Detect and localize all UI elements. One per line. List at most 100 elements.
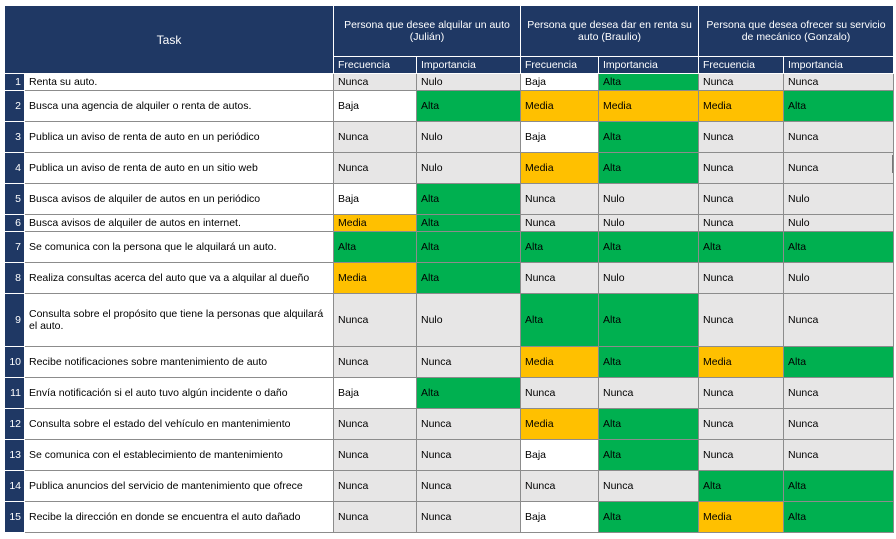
importancia-cell: Alta xyxy=(783,346,894,378)
frecuencia-cell: Nunca xyxy=(333,470,417,502)
task-cell: Publica un aviso de renta de auto en un … xyxy=(24,121,334,153)
importancia-cell: Nulo xyxy=(416,293,521,347)
row-number: 9 xyxy=(4,293,25,347)
importancia-cell: Alta xyxy=(598,501,699,533)
subheader-importancia: Importancia xyxy=(598,56,699,74)
importancia-cell: Nulo xyxy=(783,214,894,232)
importancia-cell: Alta xyxy=(416,377,521,409)
frecuencia-cell: Nunca xyxy=(520,377,599,409)
importancia-cell: Alta xyxy=(783,470,894,502)
header-row: Task Persona que desee alquilar un auto … xyxy=(4,5,894,74)
table-row: 9 Consulta sobre el propósito que tiene l… xyxy=(4,293,894,347)
row-number: 5 xyxy=(4,183,25,215)
scroll-marker xyxy=(892,155,893,173)
table-row: 6 Busca avisos de alquiler de autos en in… xyxy=(4,214,894,232)
table-row: 10 Recibe notificaciones sobre mantenimie… xyxy=(4,346,894,378)
importancia-cell: Nunca xyxy=(598,470,699,502)
row-number: 8 xyxy=(4,262,25,294)
table-row: 3 Publica un aviso de renta de auto en un… xyxy=(4,121,894,153)
task-rows: 1 Renta su auto. Nunca Nulo Baja Alta Nunca Nun… xyxy=(4,73,894,533)
task-cell: Consulta sobre el estado del vehículo en… xyxy=(24,408,334,440)
frecuencia-cell: Nunca xyxy=(698,121,784,153)
frecuencia-cell: Nunca xyxy=(698,73,784,91)
importancia-cell: Nunca xyxy=(416,346,521,378)
importancia-cell: Nunca xyxy=(416,408,521,440)
frecuencia-cell: Media xyxy=(698,90,784,122)
frecuencia-cell: Alta xyxy=(698,231,784,263)
subheader-row: Frecuencia Importancia Frecuencia Import… xyxy=(5,56,894,74)
row-number: 11 xyxy=(4,377,25,409)
frecuencia-cell: Nunca xyxy=(333,439,417,471)
importancia-cell: Alta xyxy=(416,262,521,294)
table-row: 7 Se comunica con la persona que le alqui… xyxy=(4,231,894,263)
task-cell: Recibe la dirección en donde se encuentr… xyxy=(24,501,334,533)
importancia-cell: Nunca xyxy=(416,470,521,502)
frecuencia-cell: Media xyxy=(698,501,784,533)
task-cell: Se comunica con el establecimiento de ma… xyxy=(24,439,334,471)
task-cell: Publica anuncios del servicio de manteni… xyxy=(24,470,334,502)
frecuencia-cell: Alta xyxy=(698,470,784,502)
importancia-cell: Alta xyxy=(598,231,699,263)
row-number: 2 xyxy=(4,90,25,122)
row-number: 10 xyxy=(4,346,25,378)
subheader-frecuencia: Frecuencia xyxy=(333,56,417,74)
task-cell: Busca avisos de alquiler de autos en int… xyxy=(24,214,334,232)
importancia-cell: Alta xyxy=(416,214,521,232)
row-number: 3 xyxy=(4,121,25,153)
frecuencia-cell: Nunca xyxy=(520,262,599,294)
frecuencia-cell: Nunca xyxy=(333,501,417,533)
row-number: 13 xyxy=(4,439,25,471)
importancia-cell: Nunca xyxy=(783,408,894,440)
importancia-cell: Alta xyxy=(598,121,699,153)
table-row: 14 Publica anuncios del servicio de mante… xyxy=(4,470,894,502)
importancia-cell: Nulo xyxy=(783,262,894,294)
frecuencia-cell: Baja xyxy=(520,121,599,153)
frecuencia-cell: Baja xyxy=(333,377,417,409)
subheader-frecuencia: Frecuencia xyxy=(698,56,784,74)
frecuencia-cell: Baja xyxy=(520,501,599,533)
subheader-importancia: Importancia xyxy=(416,56,521,74)
frecuencia-cell: Alta xyxy=(520,231,599,263)
frecuencia-cell: Baja xyxy=(333,90,417,122)
frecuencia-cell: Media xyxy=(520,152,599,184)
frecuencia-cell: Nunca xyxy=(698,262,784,294)
table-row: 11 Envía notificación si el auto tuvo alg… xyxy=(4,377,894,409)
task-cell: Consulta sobre el propósito que tiene la… xyxy=(24,293,334,347)
task-matrix-table: Task Persona que desee alquilar un auto … xyxy=(4,5,894,533)
importancia-cell: Nunca xyxy=(783,377,894,409)
importancia-cell: Nunca xyxy=(598,377,699,409)
importancia-cell: Alta xyxy=(783,231,894,263)
frecuencia-cell: Nunca xyxy=(698,293,784,347)
importancia-cell: Alta xyxy=(598,439,699,471)
task-cell: Busca una agencia de alquiler o renta de… xyxy=(24,90,334,122)
subheader-importancia: Importancia xyxy=(783,56,894,74)
importancia-cell: Alta xyxy=(598,293,699,347)
frecuencia-cell: Nunca xyxy=(698,439,784,471)
importancia-cell: Nulo xyxy=(416,152,521,184)
importancia-cell: Nulo xyxy=(598,183,699,215)
subheader-frecuencia: Frecuencia xyxy=(520,56,599,74)
row-number: 7 xyxy=(4,231,25,263)
importancia-cell: Alta xyxy=(598,152,699,184)
task-cell: Envía notificación si el auto tuvo algún… xyxy=(24,377,334,409)
persona-header-braulio: Persona que desea dar en renta su auto (… xyxy=(520,5,699,57)
importancia-cell: Alta xyxy=(598,346,699,378)
table-row: 4 Publica un aviso de renta de auto en un… xyxy=(4,152,894,184)
importancia-cell: Nunca xyxy=(783,293,894,347)
frecuencia-cell: Media xyxy=(520,90,599,122)
importancia-cell: Alta xyxy=(783,501,894,533)
row-number: 12 xyxy=(4,408,25,440)
frecuencia-cell: Nunca xyxy=(698,214,784,232)
row-number: 1 xyxy=(4,73,25,91)
importancia-cell: Nulo xyxy=(598,262,699,294)
frecuencia-cell: Nunca xyxy=(333,408,417,440)
frecuencia-cell: Nunca xyxy=(333,346,417,378)
importancia-cell: Alta xyxy=(598,73,699,91)
frecuencia-cell: Nunca xyxy=(520,183,599,215)
importancia-cell: Nunca xyxy=(783,439,894,471)
importancia-cell: Nulo xyxy=(598,214,699,232)
persona-header-julian: Persona que desee alquilar un auto (Juli… xyxy=(333,5,521,57)
frecuencia-cell: Alta xyxy=(333,231,417,263)
frecuencia-cell: Alta xyxy=(520,293,599,347)
task-cell: Renta su auto. xyxy=(24,73,334,91)
